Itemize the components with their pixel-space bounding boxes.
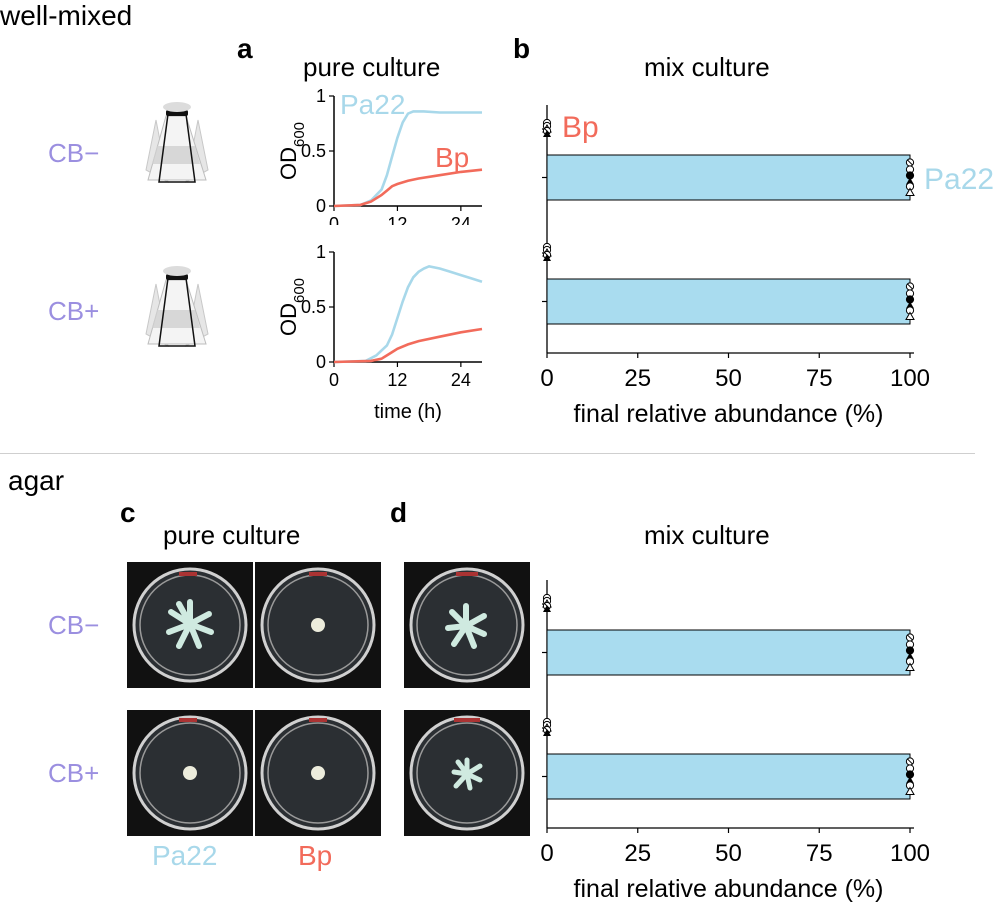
section-title-well-mixed: well-mixed bbox=[0, 0, 133, 31]
condition-label-cb-minus-agar: CB− bbox=[48, 610, 100, 640]
x-tick-label: 25 bbox=[624, 365, 651, 392]
y-tick-label: 1 bbox=[316, 86, 326, 106]
x-tick-label: 24 bbox=[451, 370, 471, 390]
bar-pa22 bbox=[546, 753, 911, 800]
y-tick-label: 0.5 bbox=[301, 297, 326, 317]
x-tick-label: 12 bbox=[387, 370, 407, 390]
section-divider bbox=[0, 453, 975, 454]
y-tick-label: 0 bbox=[316, 196, 326, 216]
data-point-marker bbox=[905, 757, 915, 766]
series-label-bp: Bp bbox=[435, 142, 469, 173]
bar-pa22 bbox=[546, 629, 911, 676]
plate-photo-mix-cb-plus bbox=[404, 710, 530, 836]
plate-photo-mix-cb-minus bbox=[404, 562, 530, 688]
series-line-bp bbox=[333, 168, 483, 208]
x-tick-label: 100 bbox=[890, 365, 930, 392]
x-tick-label: 24 bbox=[451, 214, 471, 225]
x-tick-label: 12 bbox=[387, 214, 407, 225]
series-line-pa22 bbox=[333, 110, 482, 208]
strain-label-pa22: Pa22 bbox=[152, 840, 218, 871]
y-axis-label: OD600 bbox=[276, 278, 308, 336]
strain-label-bp: Bp bbox=[298, 840, 333, 871]
panel-letter-c: c bbox=[120, 497, 136, 528]
x-axis-label: final relative abundance (%) bbox=[574, 400, 884, 428]
data-point-marker bbox=[906, 177, 914, 185]
data-point-marker bbox=[906, 776, 914, 784]
panel-d-title: mix culture bbox=[644, 520, 770, 550]
x-tick-label: 50 bbox=[715, 840, 742, 867]
y-axis-label: OD600 bbox=[276, 122, 308, 180]
panel-a-title: pure culture bbox=[303, 52, 441, 82]
x-tick-label: 0 bbox=[540, 365, 553, 392]
plate-photo-bp-cb-plus bbox=[255, 710, 381, 836]
panel-letter-a: a bbox=[237, 33, 253, 64]
plate-photo-pa22-cb-minus bbox=[127, 562, 253, 688]
chart-a-bottom: 0 0.5 1 0 12 24 OD600 time (h) bbox=[276, 242, 483, 423]
section-title-agar: agar bbox=[8, 465, 65, 496]
data-point-marker bbox=[905, 786, 915, 795]
panel-letter-b: b bbox=[513, 33, 531, 64]
y-tick-label: 1 bbox=[316, 242, 326, 262]
chart-a-top: 0 0.5 1 0 12 24 OD600 Pa22 Bp bbox=[276, 86, 483, 225]
flask-icon bbox=[145, 266, 209, 347]
x-tick-label: 75 bbox=[806, 365, 833, 392]
data-point-marker bbox=[543, 254, 551, 261]
series-label-pa22: Pa22 bbox=[340, 89, 405, 120]
data-point-marker bbox=[905, 187, 915, 196]
x-axis-label: final relative abundance (%) bbox=[574, 875, 884, 903]
x-tick-label: 25 bbox=[624, 840, 651, 867]
y-tick-label: 0 bbox=[316, 352, 326, 372]
data-point-marker bbox=[905, 633, 915, 642]
series-line-bp bbox=[333, 327, 483, 364]
x-tick-label: 0 bbox=[540, 840, 553, 867]
data-point-marker bbox=[906, 652, 914, 660]
panel-c-title: pure culture bbox=[163, 520, 301, 550]
data-point-marker bbox=[543, 729, 551, 736]
data-point-marker bbox=[905, 282, 915, 291]
condition-label-cb-plus-agar: CB+ bbox=[48, 758, 100, 788]
x-tick-label: 0 bbox=[329, 370, 339, 390]
data-point-marker bbox=[543, 130, 551, 137]
series-line-pa22 bbox=[333, 264, 483, 364]
x-axis-label: time (h) bbox=[374, 401, 442, 423]
data-point-marker bbox=[905, 662, 915, 671]
panel-b-title: mix culture bbox=[644, 52, 770, 82]
bar-pa22 bbox=[546, 154, 911, 201]
x-tick-label: 0 bbox=[329, 214, 339, 225]
data-point-marker bbox=[543, 605, 551, 612]
series-label-pa22: Pa22 bbox=[924, 163, 994, 196]
bar-pa22 bbox=[546, 278, 911, 325]
data-point-marker bbox=[906, 301, 914, 309]
x-tick-label: 50 bbox=[715, 365, 742, 392]
series-label-bp: Bp bbox=[562, 111, 599, 144]
plate-photo-bp-cb-minus bbox=[255, 562, 381, 688]
data-point-marker bbox=[905, 158, 915, 167]
condition-label-cb-plus: CB+ bbox=[48, 296, 100, 326]
flask-icon bbox=[145, 102, 209, 183]
condition-label-cb-minus: CB− bbox=[48, 138, 100, 168]
y-tick-label: 0.5 bbox=[301, 141, 326, 161]
x-tick-label: 75 bbox=[806, 840, 833, 867]
data-point-marker bbox=[905, 311, 915, 320]
plate-photo-pa22-cb-plus bbox=[127, 710, 253, 836]
x-tick-label: 100 bbox=[890, 840, 930, 867]
panel-letter-d: d bbox=[390, 497, 408, 528]
